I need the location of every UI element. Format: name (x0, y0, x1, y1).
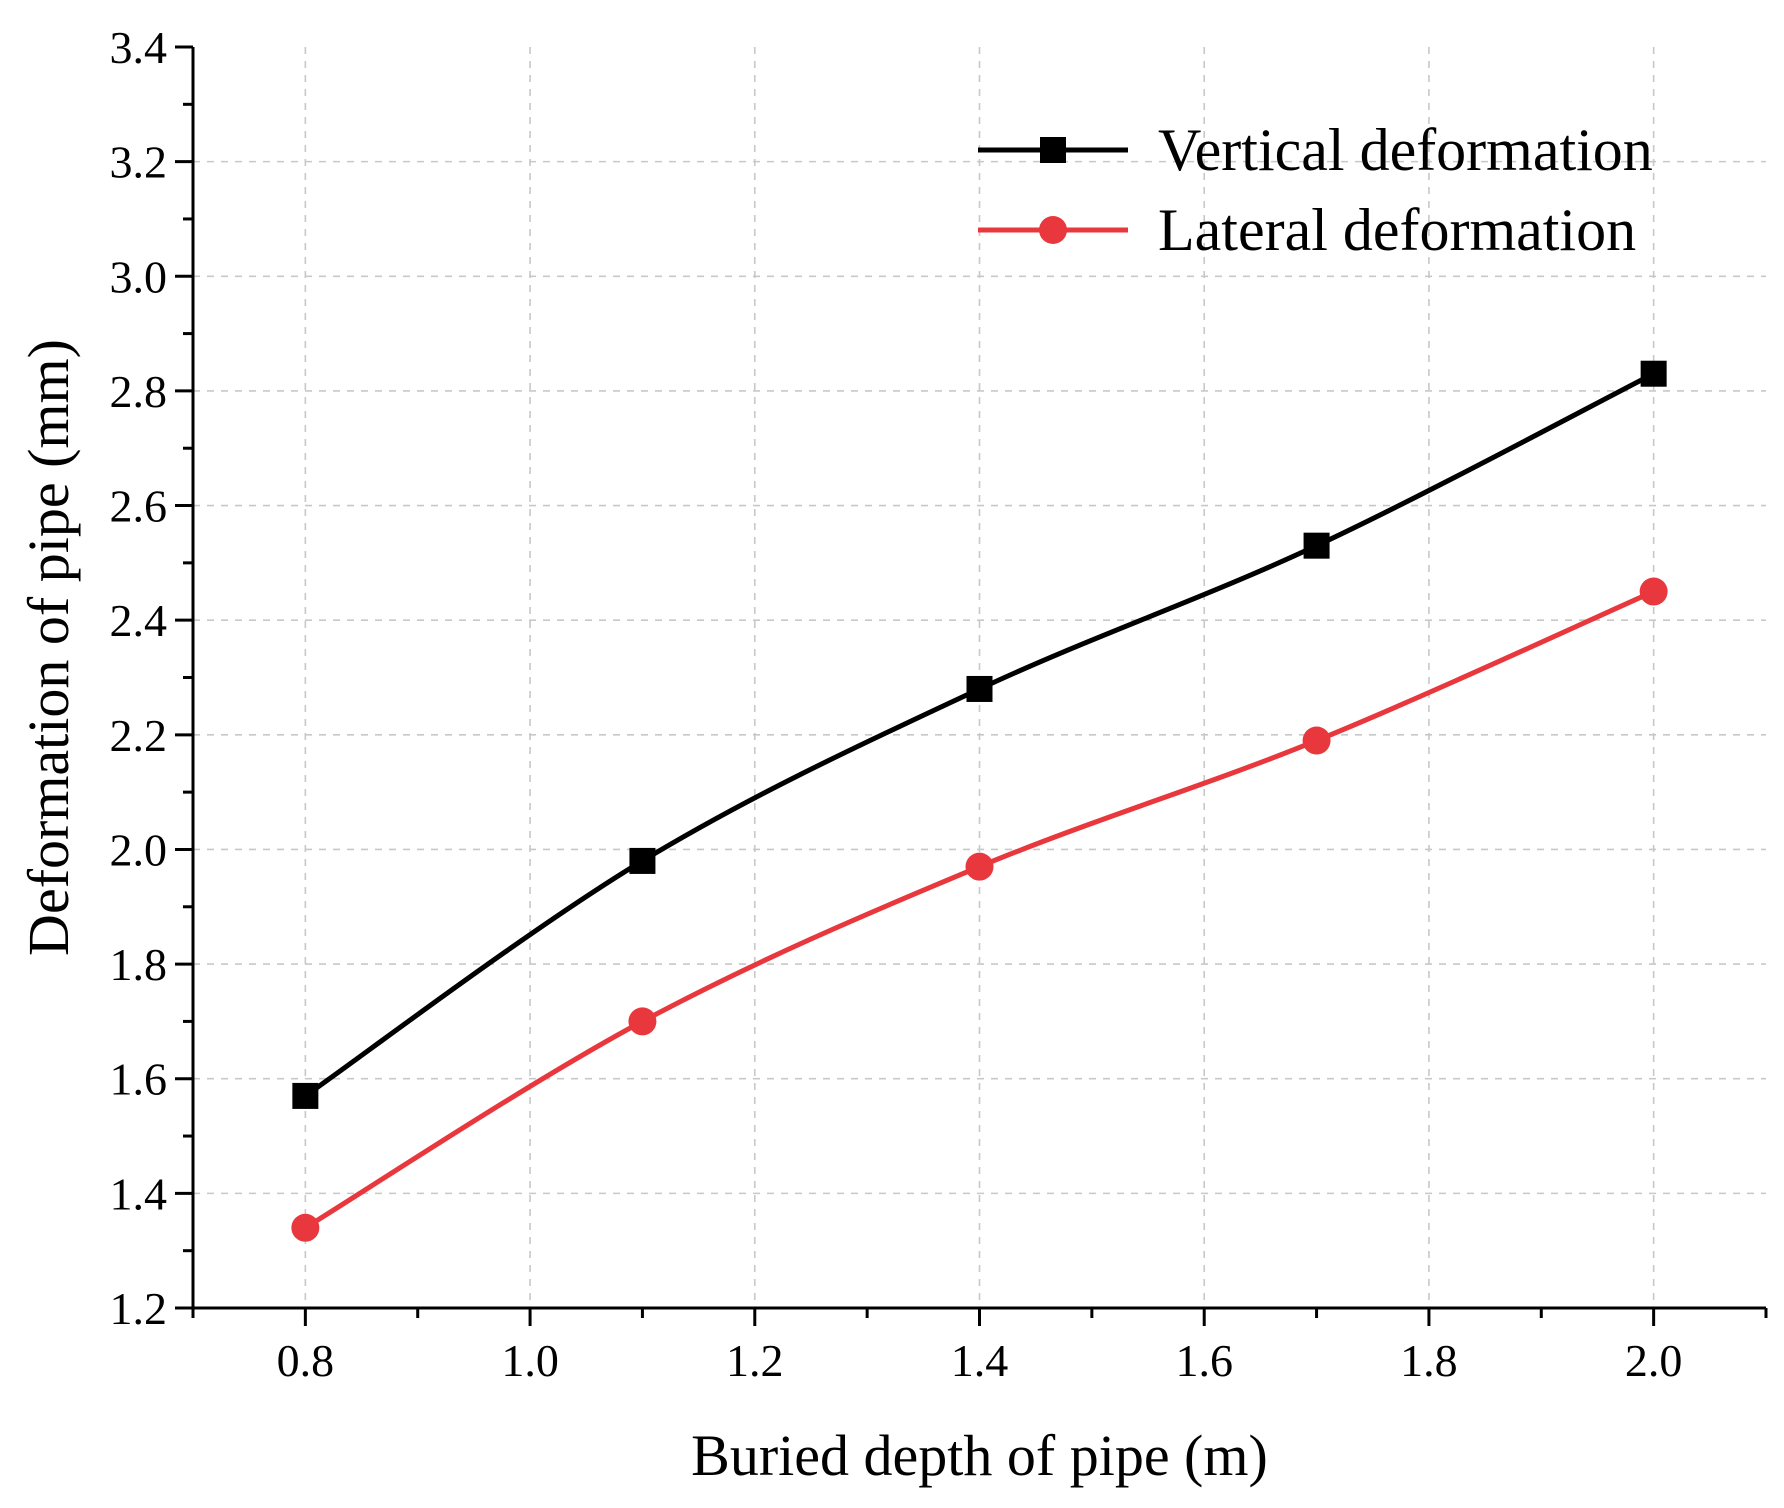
axes (175, 45, 1768, 1326)
y-tick-label: 3.4 (110, 22, 168, 73)
data-point-lateral-deformation (628, 1007, 657, 1036)
y-tick-label: 1.6 (110, 1054, 168, 1105)
legend-marker-lateral-deformation (1039, 216, 1067, 244)
y-tick-label: 2.2 (110, 710, 168, 761)
y-tick-label: 3.2 (110, 137, 168, 188)
y-tick-label: 2.4 (110, 595, 168, 646)
y-tick-label: 2.8 (110, 366, 168, 417)
legend-item-vertical-deformation: Vertical deformation (978, 117, 1653, 183)
y-tick-label: 3.0 (110, 251, 168, 302)
x-tick-label: 1.6 (1175, 1335, 1233, 1386)
data-point-vertical-deformation (629, 847, 656, 874)
data-point-lateral-deformation (1639, 577, 1668, 606)
x-tick-label: 1.2 (726, 1335, 784, 1386)
y-tick-label: 2.0 (110, 824, 168, 875)
x-tick-label: 0.8 (277, 1335, 335, 1386)
y-axis-title: Deformation of pipe (mm) (16, 339, 81, 956)
legend-item-lateral-deformation: Lateral deformation (978, 197, 1636, 263)
y-tick-label: 1.8 (110, 939, 168, 990)
legend: Vertical deformation Lateral deformation (978, 117, 1653, 263)
legend-label-lateral-deformation: Lateral deformation (1158, 197, 1636, 263)
legend-marker-vertical-deformation (1040, 137, 1066, 163)
x-axis-title: Buried depth of pipe (m) (691, 1423, 1268, 1488)
x-tick-label: 1.4 (951, 1335, 1009, 1386)
legend-label-vertical-deformation: Vertical deformation (1158, 117, 1653, 183)
series-lateral-deformation (291, 577, 1668, 1242)
series-layer (291, 360, 1668, 1242)
data-point-lateral-deformation (1302, 726, 1331, 755)
data-point-lateral-deformation (291, 1213, 320, 1242)
grid-lines (193, 47, 1766, 1308)
data-point-vertical-deformation (1303, 532, 1330, 559)
y-tick-label: 2.6 (110, 481, 168, 532)
data-point-vertical-deformation (1640, 360, 1667, 387)
x-tick-label: 1.8 (1400, 1335, 1458, 1386)
x-tick-label: 1.0 (501, 1335, 559, 1386)
tick-labels: 0.8 1.0 1.2 1.4 1.6 1.8 2.0 1.2 1.4 1.6 1.8 2.0 2.2 2… (110, 22, 1683, 1386)
data-point-lateral-deformation (965, 852, 994, 881)
x-tick-label: 2.0 (1625, 1335, 1683, 1386)
series-vertical-deformation (292, 360, 1667, 1109)
y-tick-label: 1.4 (110, 1168, 168, 1219)
data-point-vertical-deformation (966, 675, 993, 702)
y-tick-label: 1.2 (110, 1283, 168, 1334)
data-point-vertical-deformation (292, 1082, 319, 1109)
